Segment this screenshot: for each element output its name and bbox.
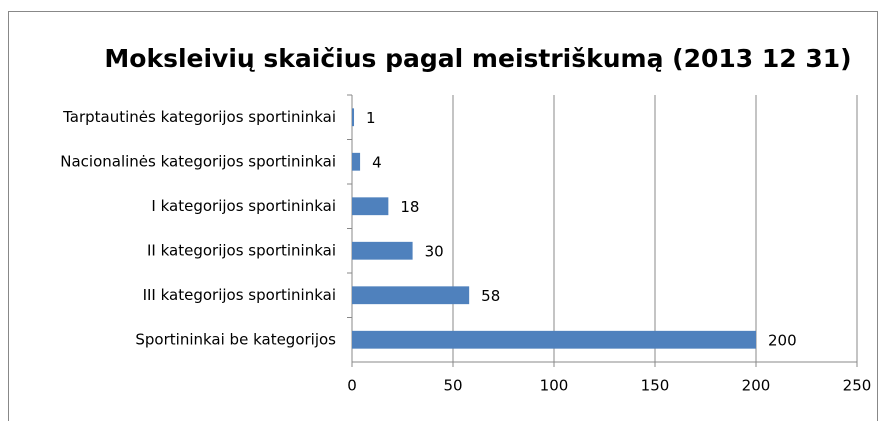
bar xyxy=(352,197,389,216)
bar xyxy=(352,286,470,305)
chart-frame xyxy=(8,11,878,421)
y-tick-label: III kategorijos sportininkai xyxy=(143,286,336,304)
data-label: 58 xyxy=(481,287,500,305)
x-tick-label: 0 xyxy=(347,377,357,395)
chart-title: Moksleivių skaičius pagal meistriškumą (… xyxy=(104,44,851,73)
x-tick-label: 250 xyxy=(843,377,872,395)
y-tick-label: II kategorijos sportininkai xyxy=(147,241,336,259)
data-label: 30 xyxy=(425,242,444,260)
data-label: 4 xyxy=(372,153,382,171)
bar xyxy=(352,241,413,260)
bar xyxy=(352,330,756,349)
x-tick-label: 50 xyxy=(443,377,462,395)
x-tick-label: 150 xyxy=(641,377,670,395)
x-tick-label: 100 xyxy=(540,377,569,395)
data-label: 200 xyxy=(768,331,797,349)
bar xyxy=(352,152,361,171)
y-tick-label: I kategorijos sportininkai xyxy=(151,197,336,215)
bar xyxy=(352,108,355,127)
y-tick-label: Sportininkai be kategorijos xyxy=(135,330,336,348)
y-tick-label: Nacionalinės kategorijos sportininkai xyxy=(60,152,336,170)
y-tick-label: Tarptautinės kategorijos sportininkai xyxy=(62,108,336,126)
data-label: 18 xyxy=(400,198,419,216)
data-label: 1 xyxy=(366,109,376,127)
x-tick-label: 200 xyxy=(742,377,771,395)
